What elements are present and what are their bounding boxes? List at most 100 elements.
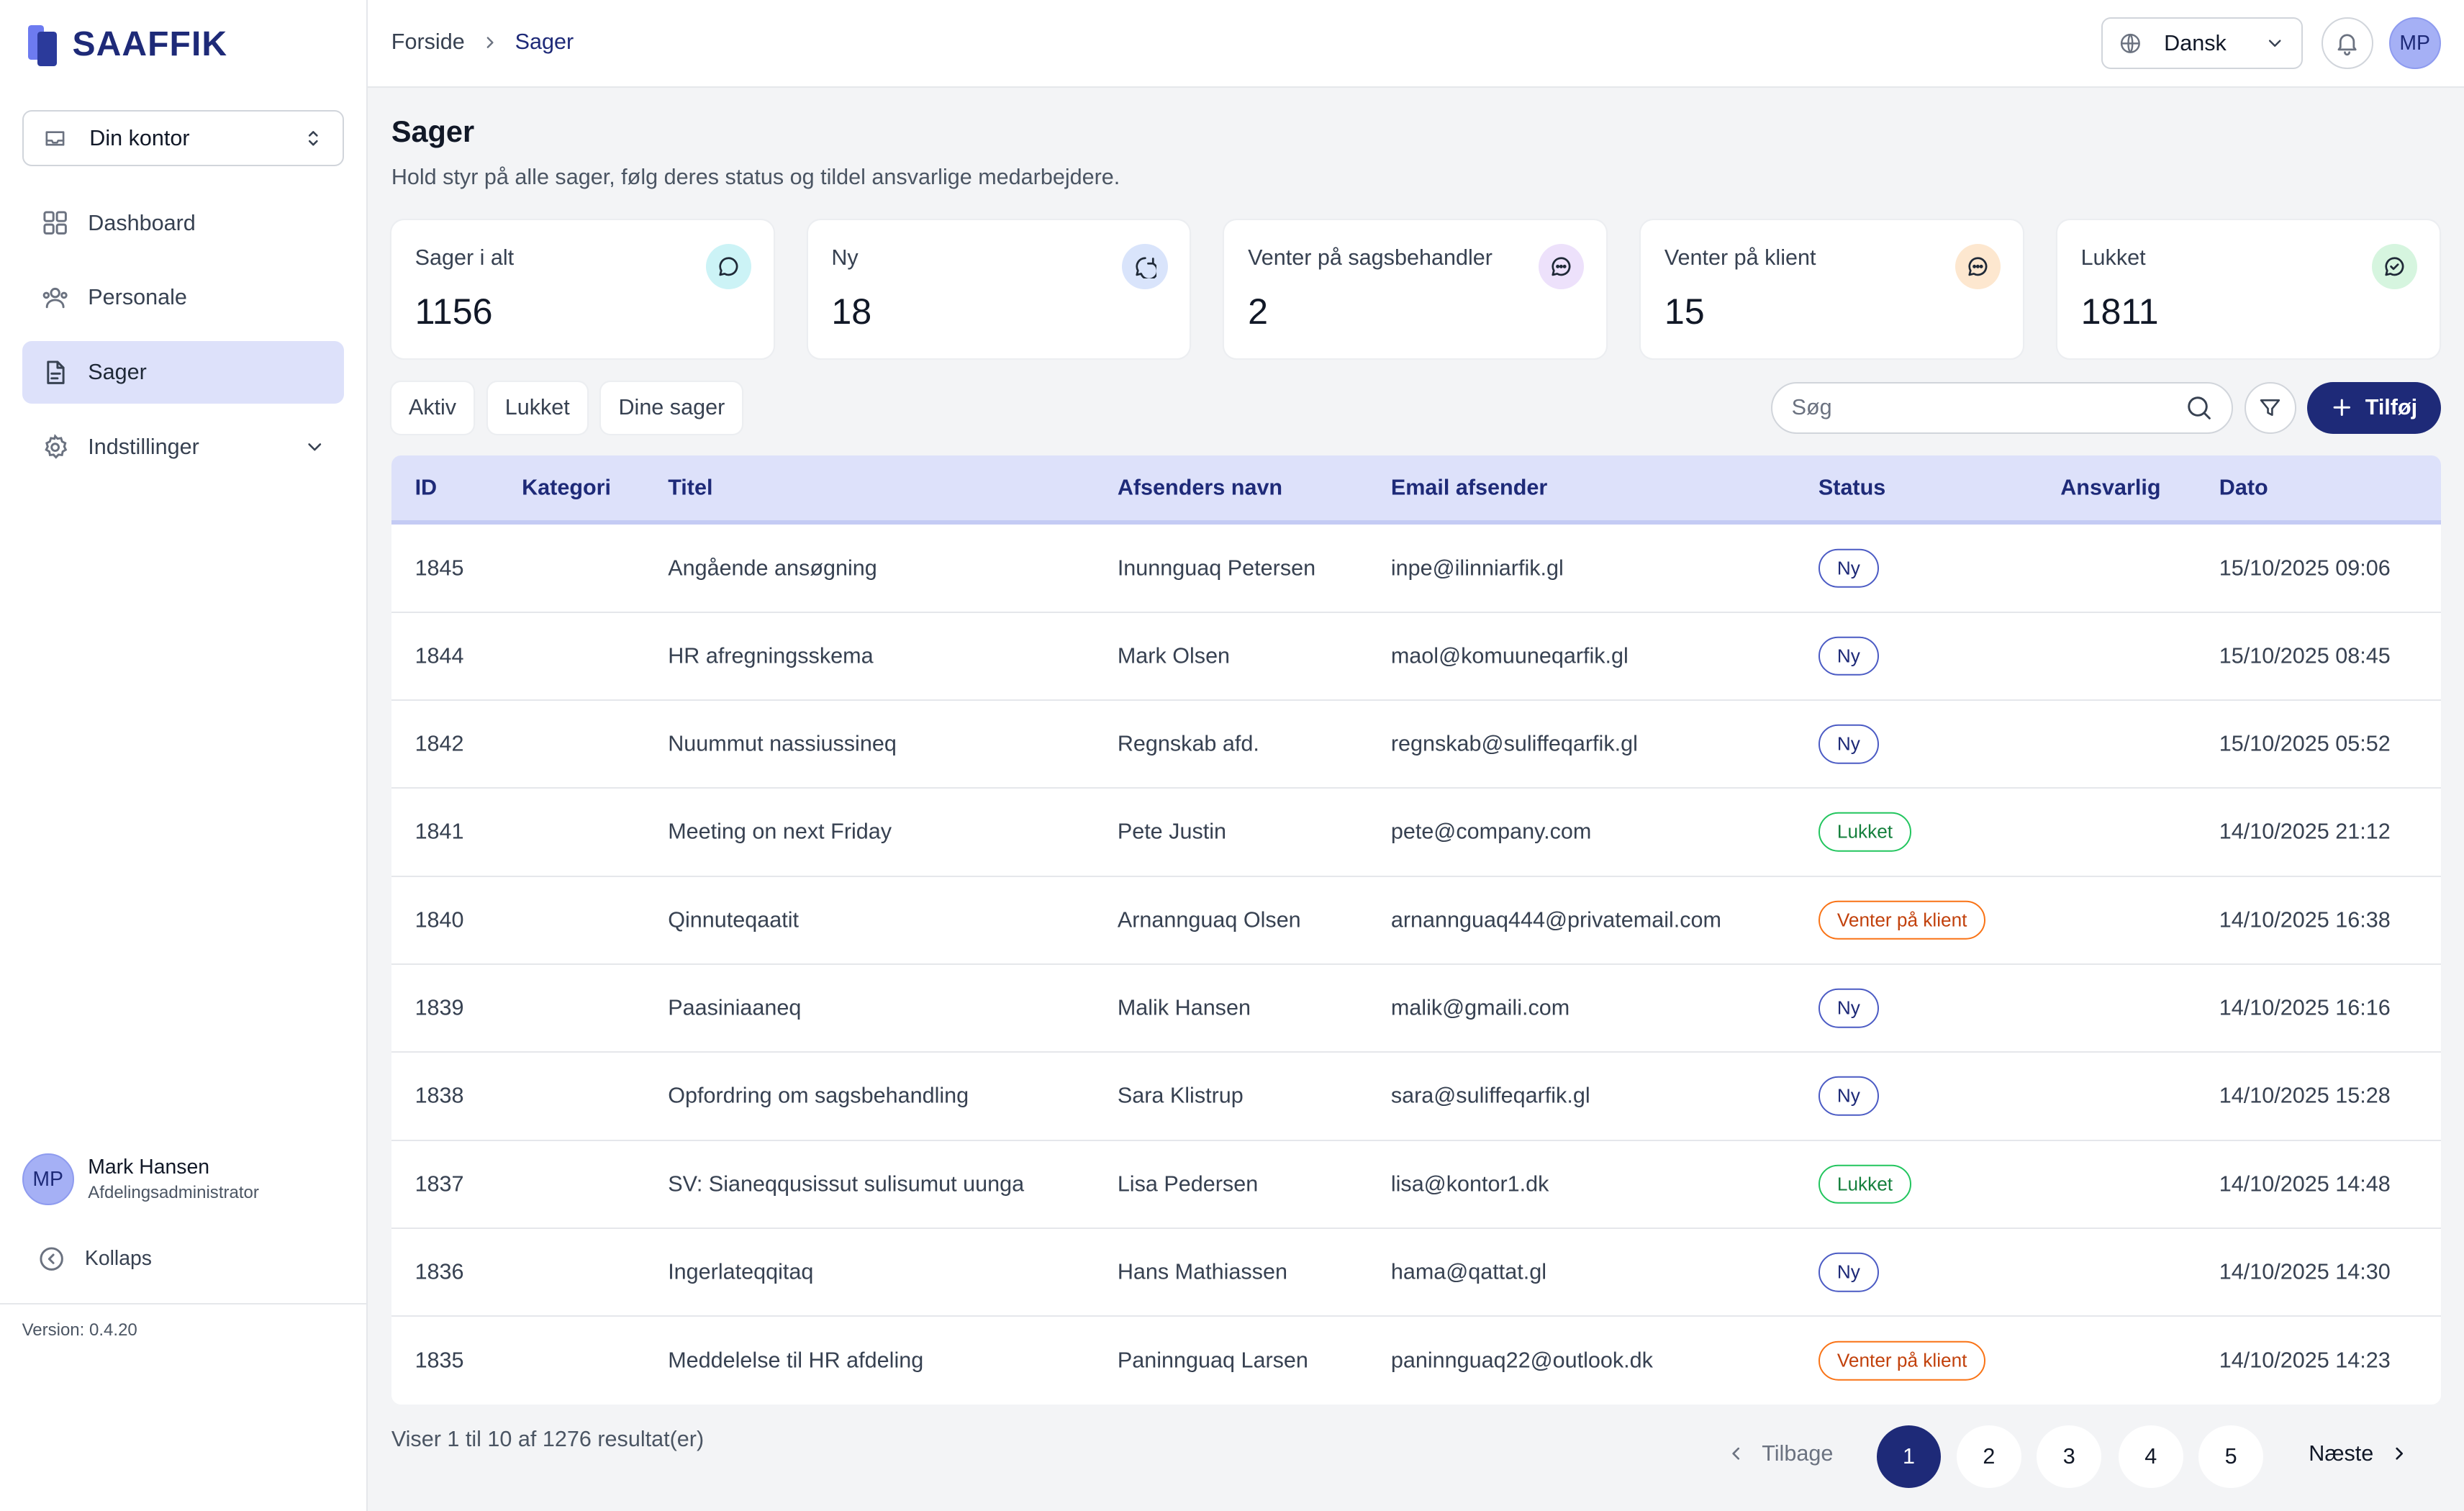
table-row[interactable]: 1837 SV: Sianeqqusissut sulisumut uunga Li…	[391, 1141, 2441, 1229]
stat-card-venter-sagsbehandler: Venter på sagsbehandler 2	[1224, 219, 1607, 358]
grid-icon	[41, 209, 69, 237]
stat-card-venter-klient: Venter på klient 15	[1641, 219, 2023, 358]
user-profile[interactable]: MP Mark Hansen Afdelingsadministrator	[22, 1153, 259, 1206]
language-value: Dansk	[2164, 30, 2227, 55]
cell-dato: 14/10/2025 14:30	[2219, 1259, 2391, 1284]
status-badge: Ny	[1818, 636, 1879, 676]
page-button-2[interactable]: 2	[1957, 1425, 2021, 1489]
status-badge: Ny	[1818, 1252, 1879, 1292]
cell-email-afsender: regnskab@suliffeqarfik.gl	[1390, 731, 1638, 756]
pagination-prev[interactable]: Tilbage	[1726, 1441, 1833, 1466]
search-icon[interactable]	[2185, 394, 2213, 422]
column-header-ansvarlig[interactable]: Ansvarlig	[2060, 475, 2161, 500]
stat-card-ny: Ny 18	[807, 219, 1190, 358]
breadcrumb-item-forside[interactable]: Forside	[391, 30, 465, 55]
column-header-id[interactable]: ID	[415, 475, 438, 500]
pagination-next-label: Næste	[2309, 1440, 2374, 1466]
chat-refresh-icon	[1122, 243, 1168, 289]
column-header-status[interactable]: Status	[1818, 475, 1886, 500]
sidebar-item-dashboard[interactable]: Dashboard	[22, 191, 345, 254]
status-badge: Ny	[1818, 724, 1879, 764]
users-icon	[41, 283, 69, 312]
column-header-dato[interactable]: Dato	[2219, 475, 2268, 500]
pagination: Tilbage 1 2 3 4 5 Næste	[1726, 1425, 2441, 1489]
brand-logo[interactable]: SAAFFIK	[25, 22, 227, 66]
chevron-right-icon	[481, 33, 499, 52]
cell-titel: Angående ansøgning	[668, 555, 877, 581]
stat-label: Ny	[831, 245, 859, 270]
page-button-5[interactable]: 5	[2198, 1425, 2263, 1489]
cell-id: 1841	[415, 819, 464, 844]
status-badge: Lukket	[1818, 812, 1912, 852]
page-button-1[interactable]: 1	[1876, 1425, 1942, 1489]
pagination-next[interactable]: Næste	[2309, 1441, 2409, 1466]
sidebar-item-label: Sager	[88, 360, 147, 385]
table-row[interactable]: 1835 Meddelelse til HR afdeling Paninnguaq…	[391, 1317, 2441, 1405]
cell-id: 1837	[415, 1171, 464, 1197]
cell-email-afsender: pete@company.com	[1390, 819, 1592, 844]
page-button-3[interactable]: 3	[2037, 1425, 2101, 1489]
sidebar-item-label: Indstillinger	[88, 434, 199, 459]
cell-id: 1844	[415, 643, 464, 668]
table-row[interactable]: 1836 Ingerlateqqitaq Hans Mathiassen hama@q…	[391, 1229, 2441, 1317]
sidebar-item-personale[interactable]: Personale	[22, 266, 345, 329]
cell-dato: 15/10/2025 08:45	[2219, 643, 2391, 668]
filter-dine-sager[interactable]: Dine sager	[601, 381, 743, 434]
stat-card-lukket: Lukket 1811	[2057, 219, 2440, 358]
gear-icon	[41, 433, 69, 461]
cell-dato: 14/10/2025 14:48	[2219, 1171, 2391, 1197]
column-header-titel[interactable]: Titel	[668, 475, 713, 500]
page-button-4[interactable]: 4	[2119, 1425, 2183, 1489]
cell-id: 1838	[415, 1083, 464, 1108]
filter-button[interactable]	[2244, 381, 2296, 434]
filter-aktiv[interactable]: Aktiv	[391, 381, 474, 434]
column-header-kategori[interactable]: Kategori	[522, 475, 612, 500]
column-header-afsenders-navn[interactable]: Afsenders navn	[1117, 475, 1283, 500]
add-button[interactable]: Tilføj	[2307, 381, 2441, 434]
status-badge: Venter på klient	[1818, 1340, 1986, 1381]
results-info: Viser 1 til 10 af 1276 resultat(er)	[391, 1427, 705, 1452]
cell-dato: 14/10/2025 15:28	[2219, 1083, 2391, 1108]
chevron-up-down-icon	[302, 127, 325, 150]
chevron-left-icon	[1726, 1443, 1746, 1464]
sidebar-item-label: Dashboard	[88, 210, 196, 235]
cell-titel: SV: Sianeqqusissut sulisumut uunga	[668, 1171, 1025, 1197]
table-row[interactable]: 1842 Nuummut nassiussineq Regnskab afd. reg…	[391, 701, 2441, 789]
column-header-email-afsender[interactable]: Email afsender	[1390, 475, 1548, 500]
table-row[interactable]: 1839 Paasiniaaneq Malik Hansen malik@gmaili…	[391, 965, 2441, 1053]
stat-value: 15	[1664, 291, 1705, 332]
cell-afsenders-navn: Hans Mathiassen	[1117, 1259, 1287, 1284]
cell-titel: Ingerlateqqitaq	[668, 1259, 814, 1284]
status-badge: Ny	[1818, 1076, 1879, 1116]
cell-email-afsender: lisa@kontor1.dk	[1390, 1171, 1549, 1197]
stat-label: Venter på sagsbehandler	[1248, 245, 1493, 270]
table-row[interactable]: 1838 Opfordring om sagsbehandling Sara Kli…	[391, 1053, 2441, 1141]
filter-lukket[interactable]: Lukket	[487, 381, 587, 434]
language-select[interactable]: Dansk	[2101, 17, 2303, 70]
breadcrumb-item-sager: Sager	[515, 30, 574, 55]
table-row[interactable]: 1845 Angående ansøgning Inunnguaq Petersen…	[391, 525, 2441, 613]
table-row[interactable]: 1840 Qinnuteqaatit Arnannguaq Olsen arnanng…	[391, 877, 2441, 965]
table-row[interactable]: 1841 Meeting on next Friday Pete Justin pet…	[391, 789, 2441, 877]
sidebar-item-sager[interactable]: Sager	[22, 340, 345, 404]
search-input[interactable]	[1791, 395, 2185, 421]
notifications-button[interactable]	[2321, 17, 2373, 70]
cell-titel: Nuummut nassiussineq	[668, 731, 897, 756]
collapse-button[interactable]: Kollaps	[37, 1245, 152, 1273]
sidebar-item-indstillinger[interactable]: Indstillinger	[22, 416, 345, 478]
stat-label: Lukket	[2080, 245, 2146, 270]
inbox-icon	[42, 126, 68, 151]
chevron-down-icon	[2265, 33, 2285, 53]
avatar[interactable]: MP	[2388, 17, 2441, 70]
globe-icon	[2119, 32, 2142, 55]
plus-icon	[2331, 396, 2353, 419]
table-row[interactable]: 1844 HR afregningsskema Mark Olsen maol@kom…	[391, 613, 2441, 702]
cell-afsenders-navn: Malik Hansen	[1117, 995, 1251, 1020]
office-select[interactable]: Din kontor	[22, 109, 345, 167]
cell-email-afsender: paninnguaq22@outlook.dk	[1390, 1348, 1653, 1373]
cell-email-afsender: inpe@ilinniarfik.gl	[1390, 555, 1564, 581]
stat-value: 18	[831, 291, 872, 332]
table-header: ID Kategori Titel Afsenders navn Email a…	[391, 455, 2441, 525]
avatar: MP	[22, 1153, 74, 1206]
filter-tabs: Aktiv Lukket Dine sager	[391, 381, 743, 434]
